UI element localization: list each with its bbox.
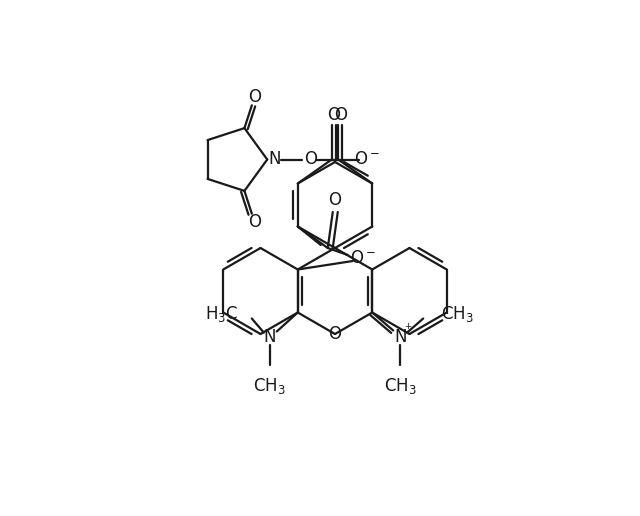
Text: O$^-$: O$^-$: [354, 151, 380, 169]
Text: O: O: [328, 191, 341, 209]
Text: N: N: [264, 328, 276, 346]
Text: O: O: [248, 213, 261, 231]
Text: CH$_3$: CH$_3$: [384, 377, 417, 396]
Text: O: O: [248, 88, 261, 106]
Text: O: O: [304, 151, 317, 169]
Text: $^+$: $^+$: [403, 322, 413, 335]
Text: O: O: [328, 325, 342, 343]
Text: N: N: [394, 328, 406, 346]
Text: O: O: [333, 105, 347, 123]
Text: H$_3$C: H$_3$C: [205, 304, 238, 325]
Text: N: N: [268, 151, 280, 169]
Text: CH$_3$: CH$_3$: [441, 304, 474, 325]
Text: CH$_3$: CH$_3$: [253, 377, 286, 396]
Text: O$^-$: O$^-$: [349, 249, 376, 267]
Text: O: O: [327, 105, 340, 123]
